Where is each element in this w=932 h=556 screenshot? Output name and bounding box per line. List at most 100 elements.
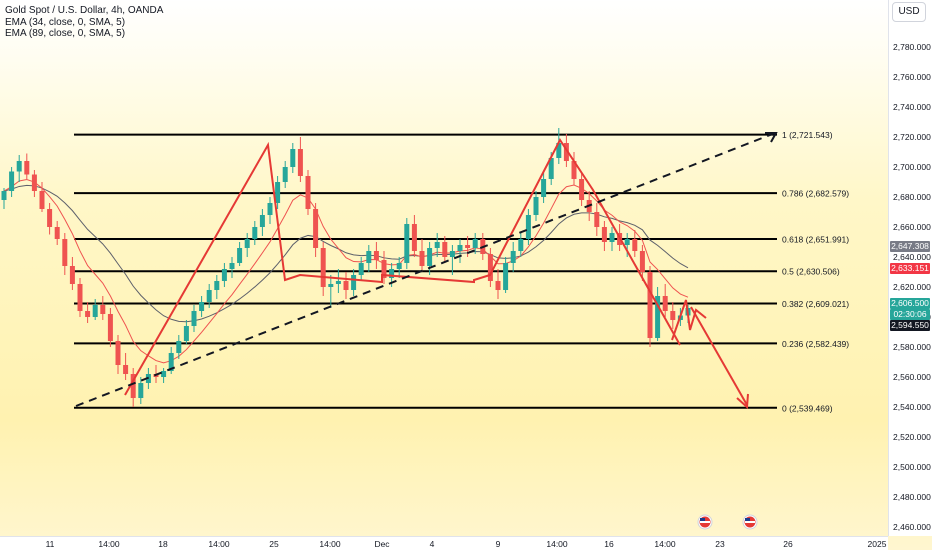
time-tick-label: 23 — [715, 539, 725, 549]
candle-body — [138, 383, 144, 398]
fib-level-label: 0.786 (2,682.579) — [782, 189, 849, 199]
time-tick-label: 9 — [496, 539, 501, 549]
price-tick-label: 2,680.000 — [893, 192, 931, 202]
event-icons[interactable] — [697, 514, 758, 530]
price-tick-label: 2,620.000 — [893, 282, 931, 292]
candle-body — [343, 281, 349, 290]
candle-body — [130, 374, 136, 398]
price-tick-label: 2,640.000 — [893, 252, 931, 262]
candle-body — [275, 182, 281, 203]
price-tick-label: 2,460.000 — [893, 522, 931, 532]
time-axis[interactable]: 11 14:00 18 14:00 25 14:00 Dec 4 9 14:00 16 14:00 23… — [0, 536, 888, 551]
currency-button[interactable]: USD — [892, 2, 926, 22]
price-tick-label: 2,700.000 — [893, 162, 931, 172]
candle-body — [670, 311, 676, 320]
candle-body — [305, 176, 311, 209]
fib-level-label: 0.382 (2,609.021) — [782, 299, 849, 309]
candle-body — [556, 143, 562, 158]
candle-body — [229, 263, 235, 269]
ema-89-legend[interactable]: EMA (89, close, 0, SMA, 5) — [5, 28, 126, 39]
candle-body — [47, 209, 53, 227]
fib-level-label: 1 (2,721.543) — [782, 130, 833, 140]
ema-89-price-badge: 2,647.308 — [890, 241, 930, 252]
time-tick-label: 14:00 — [208, 539, 230, 549]
projection-line[interactable] — [690, 306, 748, 406]
candle-body — [487, 254, 493, 281]
candle-body — [548, 158, 554, 179]
price-tick-label: 2,740.000 — [893, 102, 931, 112]
candle-body — [69, 266, 75, 284]
time-tick-label: 26 — [783, 539, 793, 549]
candle-body — [335, 281, 341, 284]
candle-body — [381, 260, 387, 278]
price-chart[interactable]: 1 (2,721.543) 0.786 (2,682.579) 0.618 (2,6… — [0, 0, 888, 536]
candle-body — [1, 191, 7, 200]
time-tick-label: 18 — [158, 539, 168, 549]
candle-body — [267, 203, 273, 215]
time-axis-ticks: 11 14:00 18 14:00 25 14:00 Dec 4 9 14:00 16 14:00 23… — [46, 539, 887, 549]
small-zigzag[interactable] — [671, 299, 707, 341]
projection-arrowhead — [736, 393, 749, 410]
candle-body — [282, 167, 288, 182]
candle-body — [39, 191, 45, 209]
ema-34-legend[interactable]: EMA (34, close, 0, SMA, 5) — [5, 16, 126, 28]
candle-body — [457, 245, 463, 251]
time-tick-label: 25 — [269, 539, 279, 549]
candle-body — [252, 227, 258, 239]
candle-body — [495, 281, 501, 290]
candle-body — [449, 251, 455, 257]
candle-body — [525, 215, 531, 239]
us-flag-icon[interactable] — [697, 514, 713, 530]
candle-body — [373, 251, 379, 260]
candle-body — [31, 174, 37, 191]
us-flag-icon[interactable] — [742, 514, 758, 530]
candle-body — [199, 302, 205, 311]
ema-89-line — [3, 184, 689, 323]
candle-body — [183, 326, 189, 341]
candle-body — [100, 305, 106, 314]
candle-body — [579, 179, 585, 200]
candle-body — [77, 284, 83, 311]
candle-body — [62, 239, 68, 266]
time-tick-label: 4 — [430, 539, 435, 549]
ema-34-line — [3, 179, 689, 364]
price-tick-label: 2,760.000 — [893, 72, 931, 82]
symbol-title[interactable]: Gold Spot / U.S. Dollar, 4h, OANDA — [5, 5, 164, 16]
trend-drawings[interactable] — [75, 132, 778, 410]
candle-body — [176, 341, 182, 353]
candlesticks — [1, 128, 691, 407]
time-tick-label: 16 — [604, 539, 614, 549]
candle-body — [411, 224, 417, 251]
price-tick-label: 2,660.000 — [893, 222, 931, 232]
candle-body — [366, 251, 372, 263]
candle-body — [237, 248, 243, 263]
candle-body — [389, 269, 395, 278]
zigzag-up-leg[interactable] — [124, 138, 681, 396]
countdown-badge: 02:30:06 — [890, 309, 930, 320]
candle-body — [297, 149, 303, 176]
time-tick-label: 14:00 — [546, 539, 568, 549]
candle-body — [594, 212, 600, 227]
candle-body — [427, 248, 433, 266]
candle-body — [465, 245, 471, 248]
trendline-dashed[interactable] — [75, 132, 776, 407]
ema-34-price-badge: 2,633.151 — [890, 263, 930, 274]
price-tick-label: 2,720.000 — [893, 132, 931, 142]
time-tick-label: Dec — [374, 539, 390, 549]
candle-body — [191, 311, 197, 326]
candle-body — [214, 281, 220, 290]
candle-body — [320, 248, 326, 287]
candle-body — [601, 227, 607, 242]
candle-body — [571, 161, 577, 179]
prev-close-badge: 2,594.550 — [890, 320, 930, 331]
candle-body — [503, 263, 509, 290]
candle-body — [442, 242, 448, 257]
candle-body — [85, 311, 91, 317]
candle-body — [161, 371, 167, 377]
trendline-arrowhead — [765, 132, 778, 143]
candle-body — [16, 161, 22, 172]
fibonacci-retracement[interactable]: 1 (2,721.543) 0.786 (2,682.579) 0.618 (2,6… — [74, 130, 849, 413]
candle-body — [107, 314, 113, 341]
time-tick-label: 14:00 — [98, 539, 120, 549]
